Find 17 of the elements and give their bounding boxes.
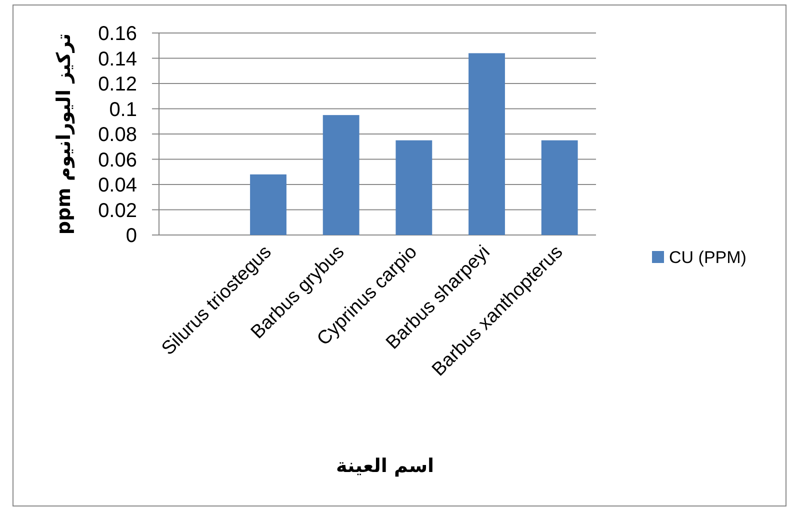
bar — [396, 140, 432, 235]
bar — [468, 53, 505, 235]
y-tick-label: 0.08 — [98, 124, 137, 146]
y-tick-label: 0.14 — [98, 48, 137, 70]
x-axis-title: اسم العينة — [336, 455, 434, 477]
legend-label: CU (PPM) — [669, 248, 746, 267]
y-tick-label: 0.04 — [98, 174, 137, 196]
y-tick-label: 0.12 — [98, 74, 137, 96]
y-tick-label: 0.16 — [98, 23, 137, 45]
y-tick-label: 0.06 — [98, 149, 137, 172]
y-tick-label: 0.02 — [98, 200, 137, 222]
bar — [322, 115, 360, 235]
bar — [541, 140, 578, 235]
bar — [250, 174, 286, 235]
y-axis-title: تركيز اليورانيوم ppm — [53, 33, 75, 235]
y-tick-label: 0 — [126, 225, 137, 247]
y-tick-label: 0.1 — [109, 98, 137, 121]
